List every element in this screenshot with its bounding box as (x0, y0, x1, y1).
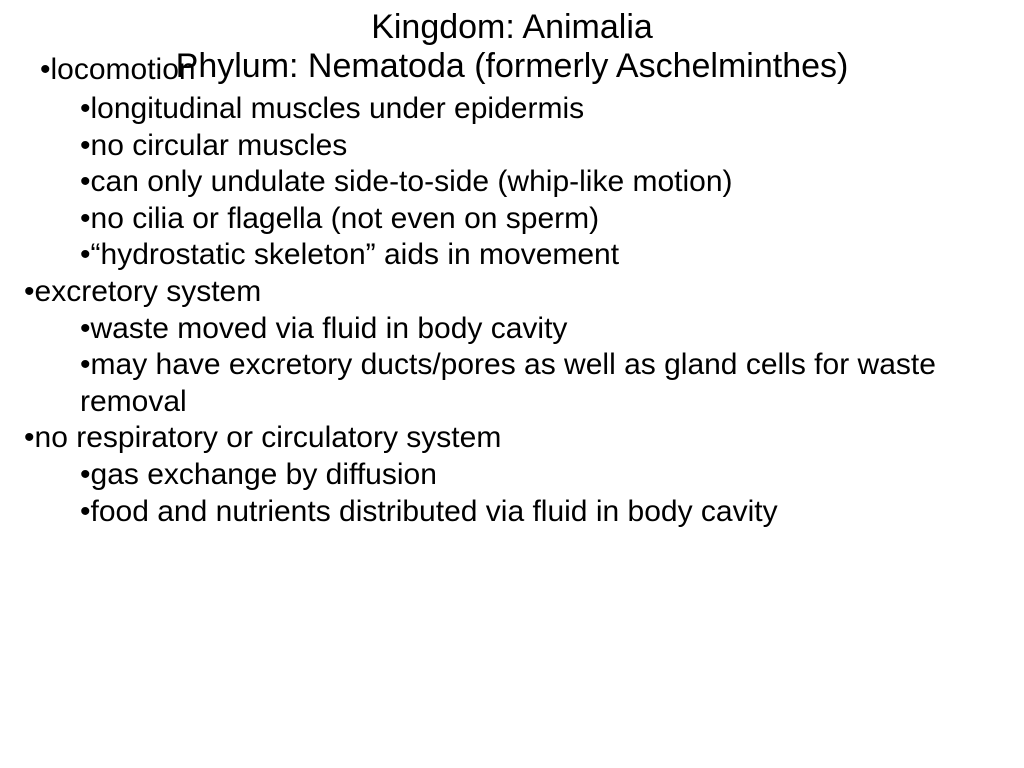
title-line2-wrap: Phylum: Nematoda (formerly Aschelminthes… (20, 47, 1004, 89)
bullet-icon: • (80, 165, 91, 198)
bullet-excretory: •excretory system (20, 274, 1004, 311)
bullet-icon: • (80, 92, 91, 125)
list-item: •longitudinal muscles under epidermis (20, 91, 1004, 128)
bullet-icon: • (80, 238, 91, 271)
item-text: gas exchange by diffusion (91, 458, 437, 491)
list-item: •food and nutrients distributed via flui… (20, 494, 1004, 531)
list-item: •waste moved via fluid in body cavity (20, 311, 1004, 348)
item-text: “hydrostatic skeleton” aids in movement (91, 238, 620, 271)
title-block: Kingdom: Animalia (20, 8, 1004, 47)
item-text: no circular muscles (91, 129, 348, 162)
bullet-icon: • (24, 275, 35, 308)
bullet-locomotion: •locomotion (40, 53, 196, 87)
list-item: •no circular muscles (20, 128, 1004, 165)
bullet-icon: • (80, 129, 91, 162)
item-text: waste moved via fluid in body cavity (91, 312, 568, 345)
item-text: no cilia or flagella (not even on sperm) (91, 202, 600, 235)
bullet-icon: • (40, 53, 51, 86)
bullet-icon: • (24, 421, 35, 454)
bullet-icon: • (80, 312, 91, 345)
item-text: food and nutrients distributed via fluid… (91, 495, 778, 528)
list-item: •gas exchange by diffusion (20, 457, 1004, 494)
bullet-respiratory: •no respiratory or circulatory system (20, 420, 1004, 457)
item-text: can only undulate side-to-side (whip-lik… (91, 165, 733, 198)
excretory-label: excretory system (35, 275, 262, 308)
respiratory-label: no respiratory or circulatory system (35, 421, 502, 454)
bullet-icon: • (80, 495, 91, 528)
slide: Kingdom: Animalia Phylum: Nematoda (form… (0, 0, 1024, 768)
bullet-icon: • (80, 348, 91, 381)
locomotion-label: locomotion (51, 53, 196, 86)
item-text: may have excretory ducts/pores as well a… (80, 348, 936, 418)
title-line-kingdom: Kingdom: Animalia (20, 8, 1004, 47)
list-item: •may have excretory ducts/pores as well … (20, 347, 1004, 420)
content: •longitudinal muscles under epidermis •n… (20, 91, 1004, 530)
item-text: longitudinal muscles under epidermis (91, 92, 585, 125)
bullet-icon: • (80, 202, 91, 235)
list-item: •“hydrostatic skeleton” aids in movement (20, 237, 1004, 274)
list-item: •can only undulate side-to-side (whip-li… (20, 164, 1004, 201)
list-item: •no cilia or flagella (not even on sperm… (20, 201, 1004, 238)
bullet-icon: • (80, 458, 91, 491)
